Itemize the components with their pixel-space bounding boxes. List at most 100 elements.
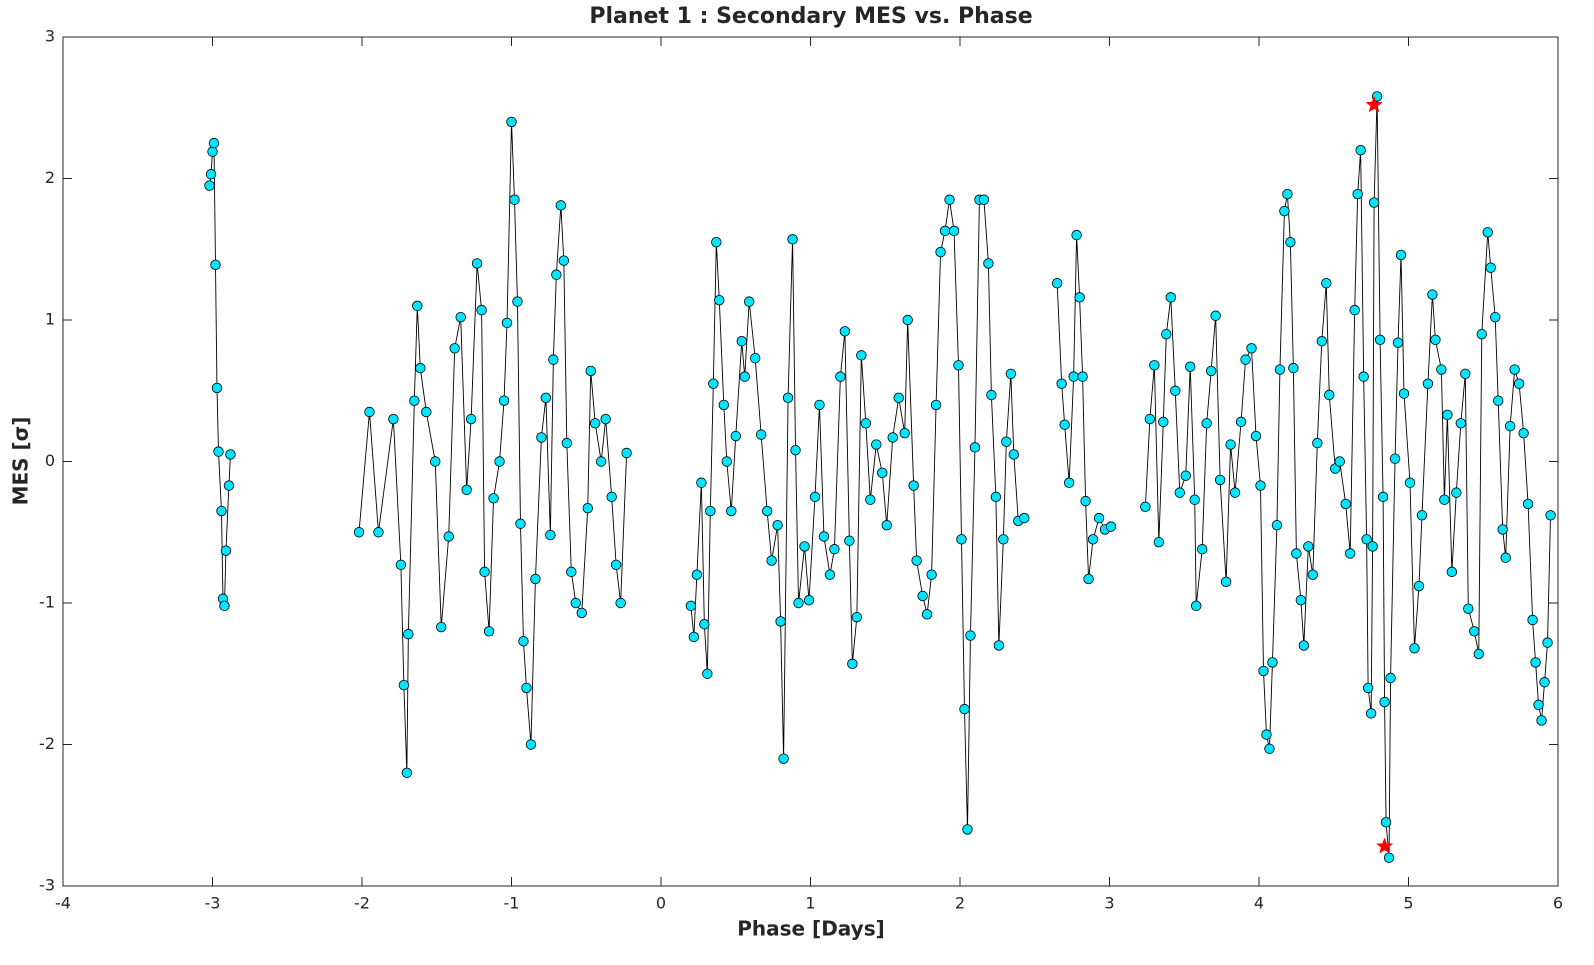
point-marker (364, 406, 375, 418)
point-marker (1196, 544, 1208, 555)
point-marker (1500, 552, 1511, 563)
point-marker (799, 541, 810, 552)
point-marker (430, 456, 441, 467)
point-marker (899, 428, 910, 439)
point-marker (739, 371, 750, 382)
point-marker (939, 225, 951, 237)
point-marker (494, 456, 505, 467)
point-marker (847, 658, 858, 670)
point-marker (1385, 672, 1396, 684)
point-marker (1063, 477, 1075, 488)
point-marker (1490, 311, 1501, 323)
point-marker (1191, 600, 1202, 612)
point-marker (790, 444, 801, 456)
y-tick-label: 0 (45, 451, 55, 470)
point-marker (388, 413, 399, 425)
point-marker (207, 146, 218, 157)
point-marker (778, 753, 789, 764)
point-marker (1051, 278, 1063, 289)
point-marker (1240, 354, 1251, 365)
point-marker (512, 296, 523, 307)
point-marker (1522, 498, 1534, 510)
point-marker (1189, 494, 1200, 505)
point-marker (525, 739, 537, 750)
point-marker (1201, 418, 1212, 429)
point-marker (1349, 304, 1360, 316)
point-marker (1008, 449, 1020, 460)
point-marker (558, 255, 570, 266)
point-marker (1439, 494, 1450, 505)
point-marker (744, 296, 755, 307)
point-marker (714, 294, 725, 306)
point-marker (1368, 197, 1380, 208)
point-marker (204, 180, 215, 191)
point-marker (978, 194, 990, 205)
point-marker (476, 304, 487, 316)
point-marker (921, 609, 933, 620)
x-axis-label: Phase [Days] (737, 917, 885, 941)
point-marker (1395, 249, 1407, 261)
point-marker (860, 418, 872, 429)
point-marker (793, 597, 804, 609)
point-marker (1527, 614, 1538, 626)
star-marker (1365, 95, 1383, 113)
point-marker (606, 491, 617, 503)
point-marker (944, 194, 955, 205)
point-marker (479, 566, 490, 578)
point-marker (1153, 536, 1165, 548)
point-marker (736, 336, 747, 347)
point-marker (555, 200, 567, 211)
point-marker (749, 353, 761, 364)
point-marker (509, 194, 520, 205)
point-marker (1504, 420, 1516, 432)
point-marker (449, 343, 460, 354)
point-marker (1358, 371, 1369, 382)
point-marker (1492, 395, 1504, 406)
point-marker (699, 619, 710, 630)
point-marker (1482, 227, 1493, 238)
point-marker (1422, 378, 1434, 389)
point-marker (1374, 334, 1386, 346)
point-marker (965, 630, 976, 641)
point-marker (1258, 665, 1269, 677)
point-marker (969, 442, 981, 453)
point-marker (1542, 637, 1553, 648)
point-marker (220, 545, 232, 556)
point-marker (585, 365, 596, 377)
point-marker (956, 534, 967, 545)
point-marker (1307, 569, 1319, 580)
point-marker (829, 544, 840, 555)
point-marker (1080, 495, 1091, 507)
point-marker (772, 519, 783, 531)
point-marker (615, 597, 626, 609)
star-marker (1376, 837, 1394, 854)
point-marker (610, 559, 622, 570)
y-axis-label: MES [σ] (9, 417, 33, 506)
x-tick-label: -2 (354, 894, 370, 913)
point-marker (401, 767, 413, 779)
point-marker (787, 234, 798, 245)
point-marker (530, 573, 541, 585)
point-marker (1019, 512, 1030, 524)
point-marker (1361, 534, 1372, 545)
point-marker (865, 494, 876, 505)
point-marker (1473, 648, 1484, 660)
point-marker (1220, 576, 1232, 587)
point-marker (1303, 541, 1314, 552)
point-marker (1074, 292, 1085, 303)
x-tick-label: 6 (1553, 894, 1563, 913)
point-marker (1485, 262, 1496, 273)
point-marker (353, 527, 365, 538)
point-marker (696, 477, 707, 488)
x-tick-label: 0 (656, 894, 666, 913)
point-marker (877, 467, 888, 479)
point-marker (1476, 328, 1487, 340)
point-marker (1291, 548, 1302, 559)
point-marker (851, 611, 863, 623)
point-marker (548, 354, 559, 365)
point-marker (415, 362, 426, 374)
point-marker (766, 555, 777, 566)
x-tick-label: -1 (504, 894, 520, 913)
point-marker (225, 449, 236, 460)
point-marker (1225, 439, 1236, 450)
